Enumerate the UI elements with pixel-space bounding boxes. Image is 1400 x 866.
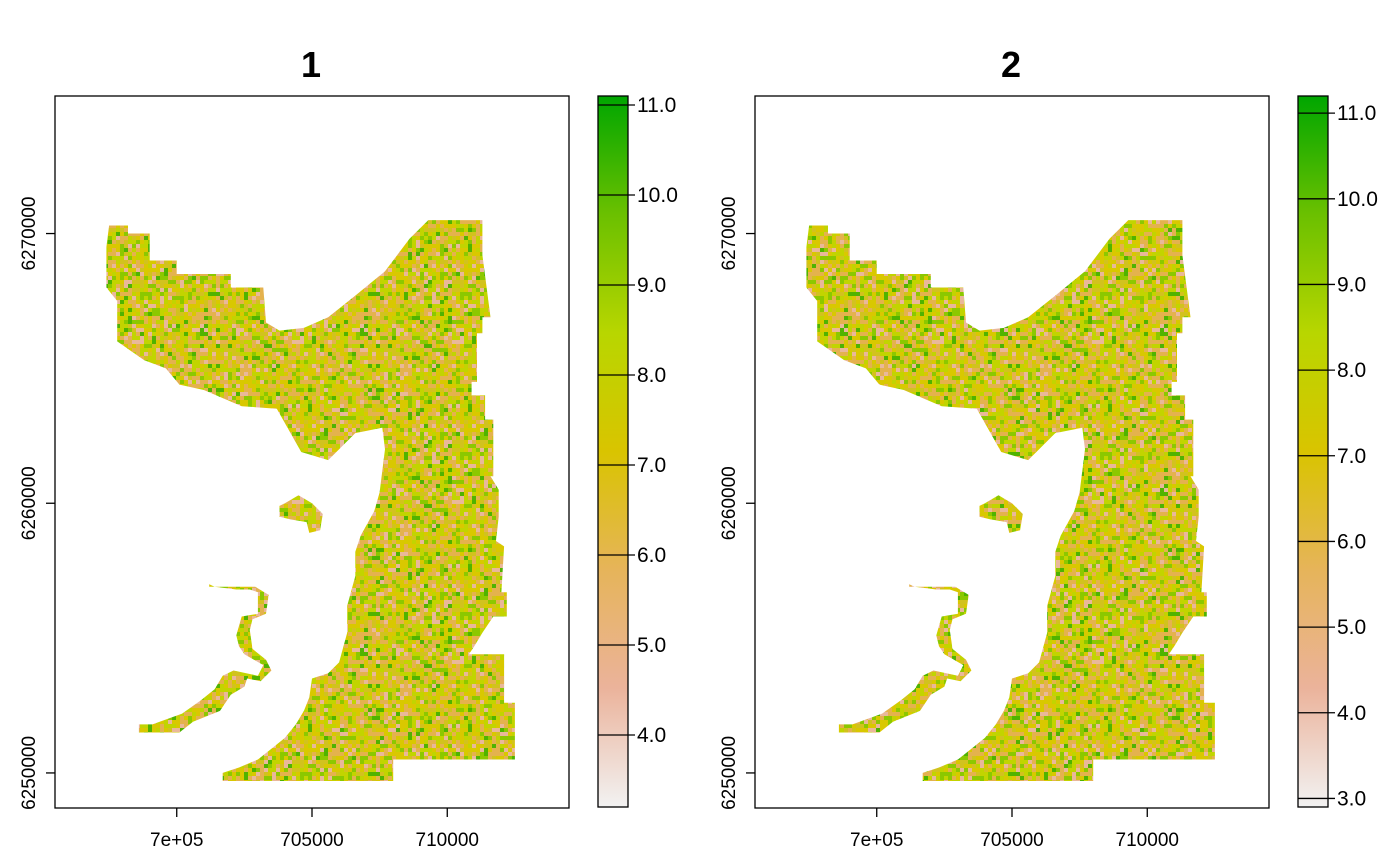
raster-layer bbox=[106, 220, 515, 782]
colorbar-tick-label: 5.0 bbox=[637, 634, 666, 657]
colorbar-tick-label: 11.0 bbox=[1337, 102, 1376, 125]
raster-panel-1: 1 7e+05 705000 710000 6250000 6260000 627000… bbox=[19, 44, 678, 851]
colorbar-tick-label: 7.0 bbox=[637, 454, 666, 477]
y-tick-label: 6270000 bbox=[719, 197, 740, 271]
colorbar-tick-label: 6.0 bbox=[1337, 530, 1366, 553]
x-tick-label: 7e+05 bbox=[850, 830, 903, 851]
raster-panel-2: 2 7e+05 705000 710000 6250000 6260000 627000… bbox=[719, 44, 1378, 851]
colorbar-bar bbox=[597, 95, 629, 808]
y-tick-label: 6250000 bbox=[719, 736, 740, 810]
y-axis: 6250000 6260000 6270000 bbox=[19, 197, 55, 810]
x-tick-label: 710000 bbox=[1116, 830, 1179, 851]
colorbar-tick-label: 6.0 bbox=[637, 544, 666, 567]
raster-layer bbox=[806, 220, 1215, 782]
x-tick-label: 7e+05 bbox=[150, 830, 203, 851]
y-axis: 6250000 6260000 6270000 bbox=[719, 197, 755, 810]
raster-region-islet-b bbox=[838, 584, 972, 733]
colorbar-bar bbox=[1297, 95, 1329, 808]
colorbar-tick-label: 3.0 bbox=[1337, 787, 1366, 810]
x-axis: 7e+05 705000 710000 bbox=[150, 808, 479, 851]
panel-title: 2 bbox=[1001, 44, 1021, 85]
raster-region-main bbox=[806, 220, 1215, 782]
colorbar-tick-label: 4.0 bbox=[637, 724, 666, 747]
raster-region-islet-b bbox=[138, 584, 272, 733]
colorbar-tick-label: 7.0 bbox=[1337, 445, 1366, 468]
raster-region-islet-a bbox=[979, 495, 1023, 533]
colorbar: 4.0 5.0 6.0 7.0 8.0 9.0 10.0 11.0 bbox=[597, 94, 678, 808]
colorbar-tick-label: 10.0 bbox=[637, 184, 678, 207]
colorbar-tick-label: 10.0 bbox=[1337, 188, 1378, 211]
y-tick-label: 6260000 bbox=[719, 466, 740, 540]
y-tick-label: 6260000 bbox=[19, 466, 40, 540]
panel-title: 1 bbox=[301, 44, 321, 85]
y-tick-label: 6270000 bbox=[19, 197, 40, 271]
raster-region-islet-a bbox=[279, 495, 323, 533]
raster-region-main bbox=[106, 220, 515, 782]
colorbar-tick-label: 8.0 bbox=[637, 364, 666, 387]
x-tick-label: 710000 bbox=[416, 830, 479, 851]
colorbar-tick-label: 9.0 bbox=[637, 274, 666, 297]
colorbar-tick-label: 8.0 bbox=[1337, 359, 1366, 382]
x-tick-label: 705000 bbox=[980, 830, 1043, 851]
colorbar-tick-label: 5.0 bbox=[1337, 616, 1366, 639]
x-axis: 7e+05 705000 710000 bbox=[850, 808, 1179, 851]
x-tick-label: 705000 bbox=[280, 830, 343, 851]
colorbar-tick-label: 4.0 bbox=[1337, 702, 1366, 725]
colorbar: 3.0 4.0 5.0 6.0 7.0 8.0 9.0 10.0 11.0 bbox=[1297, 95, 1378, 810]
y-tick-label: 6250000 bbox=[19, 736, 40, 810]
colorbar-tick-label: 9.0 bbox=[1337, 273, 1366, 296]
colorbar-tick-label: 11.0 bbox=[637, 94, 676, 117]
